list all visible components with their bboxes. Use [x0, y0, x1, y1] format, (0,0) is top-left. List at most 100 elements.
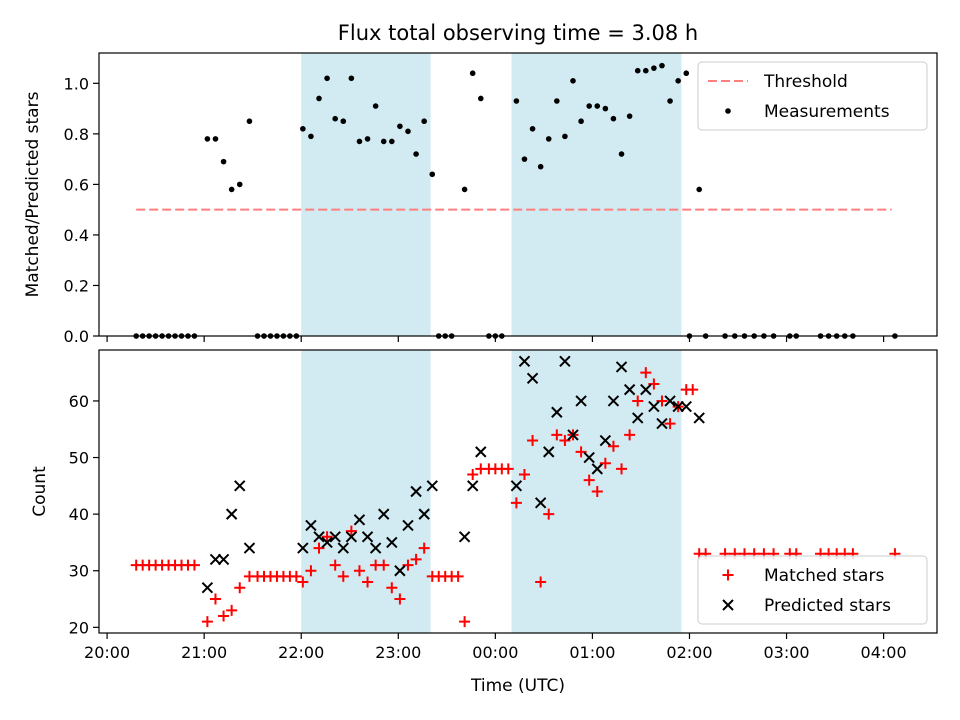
matched-star-point [313, 542, 325, 554]
measurement-point [364, 136, 371, 142]
predicted-star-point [640, 383, 652, 396]
measurement-point [586, 103, 592, 109]
matched-star-point [226, 604, 238, 616]
predicted-star-point [599, 434, 612, 447]
matched-star-point [378, 559, 390, 571]
measurement-point [521, 156, 528, 162]
predicted-star-point [559, 355, 571, 368]
legend-box [697, 555, 928, 625]
y-tick-label: 0.4 [64, 226, 89, 245]
y-tick-label: 1.0 [64, 74, 89, 93]
x-tick-label: 03:00 [763, 643, 809, 662]
matched-star-point [345, 525, 357, 537]
matched-star-point [575, 446, 587, 458]
matched-star-point [467, 469, 479, 481]
matched-star-point [418, 542, 430, 554]
measurement-point [643, 67, 649, 74]
matched-star-point [559, 435, 571, 447]
measurement-point [316, 95, 322, 102]
predicted-star-point [209, 553, 222, 566]
matched-star-point [599, 457, 611, 469]
predicted-star-point [345, 531, 358, 543]
predicted-star-point [607, 395, 620, 407]
measurement-point [651, 65, 657, 71]
predicted-star-point [369, 542, 382, 554]
measurement-point [683, 70, 690, 77]
top-axes: 0.0 0.2 0.4 0.6 0.8 1.0 Matched/Predicted sta… [23, 52, 938, 346]
measurement-point [372, 103, 379, 109]
predicted-star-point [394, 565, 406, 577]
predicted-star-point [543, 446, 555, 458]
measurement-point [618, 151, 625, 157]
x-tick-label: 02:00 [666, 643, 712, 662]
measurement-point [461, 186, 468, 193]
predicted-star-point [243, 542, 256, 554]
x-tick-label: 21:00 [181, 643, 227, 662]
predicted-star-point [518, 355, 531, 368]
measurement-point [380, 138, 387, 145]
matched-star-point [234, 582, 246, 594]
legend-label: Matched stars [764, 566, 884, 586]
measurement-point [397, 123, 403, 130]
figure-title: Flux total observing time = 3.08 h [338, 21, 698, 45]
measurement-point [348, 75, 355, 82]
measurement-point [545, 136, 552, 142]
predicted-star-point [234, 480, 246, 492]
matched-star-point [632, 395, 644, 407]
measurement-point [429, 171, 436, 178]
predicted-star-point [321, 536, 333, 549]
top-axes-frame [98, 52, 938, 337]
matched-star-point [648, 378, 660, 390]
matched-star-point [201, 616, 213, 628]
y-tick-label: 20 [69, 618, 89, 637]
predicted-star-point [656, 417, 668, 430]
predicted-star-point [510, 480, 523, 492]
shaded-region [511, 53, 682, 336]
top-legend: Threshold Measurements [697, 61, 928, 131]
top-axis-ticks: 0.0 0.2 0.4 0.6 0.8 1.0 [64, 74, 885, 346]
predicted-star-point [632, 412, 644, 424]
predicted-star-point [337, 542, 349, 554]
matched-star-point [290, 570, 302, 582]
top-y-axis-label: Matched/Predicted stars [23, 91, 43, 297]
matched-star-point [624, 429, 636, 441]
x-tick-label: 00:00 [472, 643, 518, 662]
measurement-point [513, 98, 520, 104]
matched-star-point [607, 440, 619, 452]
measurement-point [537, 163, 544, 170]
measurement-point [626, 113, 633, 119]
predicted-star-point [217, 553, 230, 566]
matched-star-point [297, 576, 309, 588]
measurement-point [300, 126, 306, 132]
measurement-point [594, 103, 601, 109]
legend-predicted-swatch [722, 599, 734, 611]
predicted-star-point [201, 582, 214, 594]
predicted-star-point [361, 531, 374, 543]
measurement-point [554, 98, 560, 104]
x-tick-label: 04:00 [861, 643, 907, 662]
matched-star-point [583, 474, 595, 486]
measurement-point [610, 115, 617, 122]
matched-star-point [616, 463, 628, 475]
measurement-point [696, 186, 702, 193]
matched-star-point [591, 486, 603, 497]
measurement-point [659, 62, 665, 69]
predicted-star-point [353, 514, 366, 526]
legend-label: Threshold [763, 72, 848, 92]
predicted-star-point [591, 463, 603, 475]
matched-star-point [551, 429, 563, 441]
predicted-star-point [693, 412, 705, 424]
predicted-star-point [680, 400, 692, 413]
y-tick-label: 50 [69, 449, 89, 468]
measurement-point [246, 118, 253, 125]
predicted-star-point [648, 400, 660, 413]
predicted-star-point [297, 542, 309, 554]
measurement-point [529, 126, 536, 132]
legend-label: Predicted stars [764, 596, 891, 616]
measurement-point [469, 70, 476, 77]
predicted-star-point [418, 508, 430, 520]
measurement-point [324, 75, 330, 82]
matched-star-point [337, 570, 349, 582]
x-tick-label: 23:00 [375, 643, 421, 662]
predicted-star-point [615, 361, 628, 373]
